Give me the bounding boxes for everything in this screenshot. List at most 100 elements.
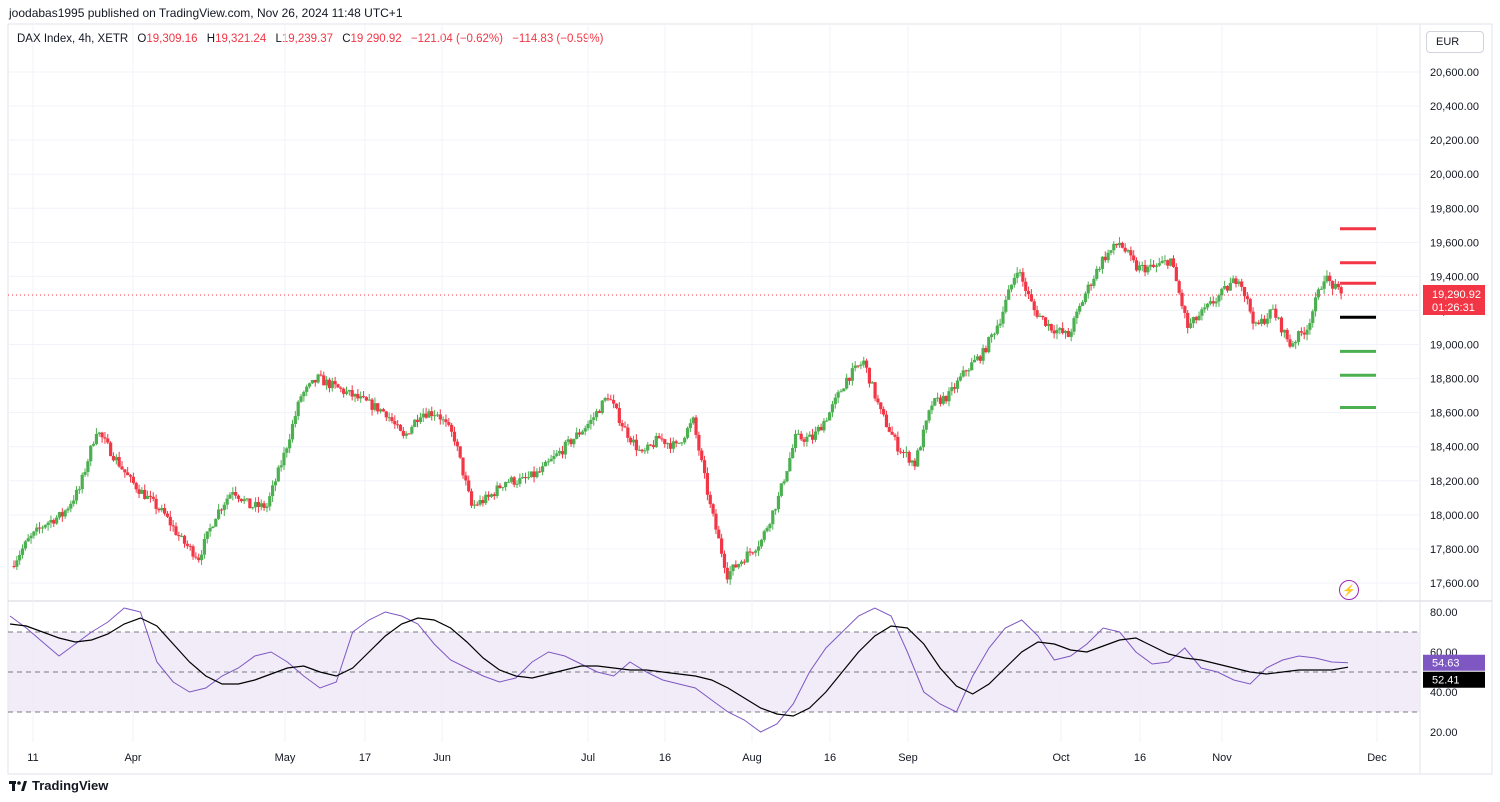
- tradingview-brand[interactable]: TradingView: [9, 778, 108, 793]
- candle-body: [830, 404, 835, 413]
- candle-body: [1046, 323, 1051, 326]
- candle: [325, 376, 329, 390]
- candle: [322, 371, 326, 386]
- candle-body: [208, 528, 212, 532]
- candle-body: [677, 442, 681, 444]
- candle-body: [566, 439, 570, 442]
- candle-body: [1140, 264, 1144, 266]
- candle-body: [188, 545, 192, 547]
- candle: [884, 410, 889, 428]
- candle: [810, 428, 815, 444]
- candle-body: [1180, 292, 1184, 307]
- candle: [1115, 243, 1119, 248]
- symbol-name[interactable]: DAX Index, 4h, XETR: [17, 33, 129, 45]
- candle-body: [1291, 343, 1295, 347]
- candle-body: [211, 526, 215, 529]
- candle-body: [725, 567, 729, 580]
- candle-body: [526, 477, 530, 479]
- candle: [140, 486, 144, 495]
- time-tick-label: Jul: [581, 752, 595, 764]
- candle: [279, 460, 283, 472]
- candle: [867, 367, 872, 388]
- candle-body: [882, 409, 886, 415]
- candle-body: [981, 348, 985, 361]
- candle-body: [532, 471, 536, 478]
- flash-icon[interactable]: ⚡: [1339, 580, 1359, 600]
- candle: [788, 452, 792, 472]
- candle: [23, 539, 27, 551]
- candle-body: [873, 382, 877, 399]
- candle-body: [674, 441, 678, 444]
- candle-body: [717, 529, 721, 539]
- candle-body: [663, 439, 667, 444]
- candle-body: [120, 466, 124, 470]
- candle: [1026, 286, 1031, 300]
- candle: [273, 478, 278, 492]
- candle-body: [1316, 289, 1321, 298]
- candle: [1069, 328, 1073, 342]
- candle: [20, 544, 25, 559]
- candle: [995, 319, 999, 336]
- candle: [327, 377, 332, 393]
- candle: [100, 431, 104, 443]
- candle: [1200, 306, 1204, 321]
- rsi-band: [8, 631, 1420, 713]
- candle: [504, 481, 508, 491]
- currency-button[interactable]: EUR: [1426, 31, 1484, 53]
- rsi-ma-line: [9, 617, 1349, 717]
- candle-body: [910, 460, 914, 463]
- candle: [1228, 277, 1232, 291]
- candle: [299, 393, 303, 403]
- candle: [1041, 315, 1045, 321]
- candle-body: [549, 458, 553, 462]
- candle: [660, 433, 664, 442]
- candle: [583, 425, 587, 436]
- candle: [1072, 315, 1076, 335]
- candle: [26, 534, 30, 542]
- candle: [290, 419, 295, 443]
- candle: [359, 391, 363, 403]
- candle: [978, 355, 982, 364]
- horizontal-levels[interactable]: [1340, 227, 1376, 410]
- candle: [214, 518, 218, 527]
- candle-body: [182, 535, 187, 544]
- candle: [896, 431, 900, 456]
- candle: [702, 455, 707, 479]
- candle: [128, 474, 133, 483]
- candle: [756, 540, 761, 556]
- candle-body: [1143, 264, 1147, 273]
- candle-body: [705, 473, 710, 495]
- candle-body: [441, 419, 445, 421]
- candle: [779, 483, 783, 498]
- candle-body: [407, 433, 411, 435]
- candle: [228, 492, 232, 499]
- candle-body: [137, 489, 141, 494]
- symbol-legend[interactable]: DAX Index, 4h, XETR O19,309.16 H19,321.2…: [17, 33, 603, 45]
- candle-body: [1029, 294, 1033, 302]
- candle: [506, 479, 511, 483]
- candle-body: [296, 401, 300, 417]
- candle-body: [319, 374, 323, 376]
- candle-body: [1075, 311, 1079, 319]
- candle: [458, 446, 462, 459]
- candle: [535, 468, 539, 479]
- candle: [367, 393, 371, 401]
- candle: [947, 387, 951, 407]
- candle-body: [788, 457, 792, 472]
- candle: [1160, 256, 1164, 264]
- candle: [1328, 272, 1332, 286]
- candle: [432, 410, 437, 421]
- candle-body: [350, 390, 354, 397]
- candle: [117, 451, 121, 468]
- candle: [819, 423, 823, 431]
- candle: [307, 382, 312, 389]
- candle-body: [424, 413, 428, 418]
- candle: [12, 560, 16, 569]
- candle: [1254, 321, 1258, 327]
- candle-body: [1333, 283, 1338, 289]
- candle: [1268, 309, 1272, 324]
- candle: [555, 450, 559, 458]
- candle: [984, 345, 988, 354]
- candle-body: [157, 508, 161, 511]
